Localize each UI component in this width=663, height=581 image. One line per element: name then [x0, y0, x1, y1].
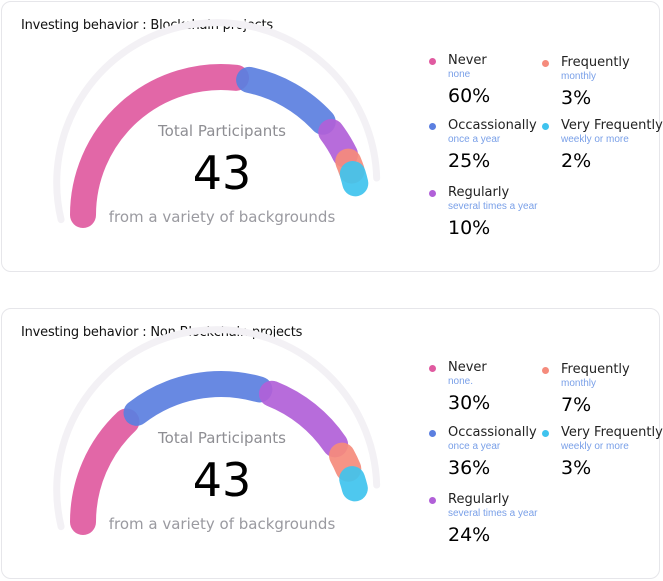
gauge-chart: [53, 19, 381, 228]
gauge-track: [53, 326, 381, 531]
total-participants-label: Total Participants: [158, 429, 286, 447]
legend-dot: [429, 58, 436, 65]
legend-frequency: none: [448, 69, 471, 80]
legend-name: Regularly: [448, 492, 510, 507]
legend-dot: [429, 190, 436, 197]
legend-dot: [542, 430, 549, 437]
legend-value: 24%: [448, 524, 491, 546]
total-participants-value: 43: [192, 146, 252, 200]
legend-value: 7%: [561, 394, 592, 416]
legend-value: 10%: [448, 217, 491, 239]
legend-value: 3%: [561, 457, 592, 479]
gauge-segment-never: [70, 64, 250, 228]
gauge-chart: [53, 326, 381, 535]
legend-frequency: monthly: [561, 378, 597, 389]
legend-frequency: once a year: [448, 441, 501, 452]
legend-frequency: none.: [448, 376, 474, 387]
legend-value: 2%: [561, 150, 592, 172]
legend-value: 3%: [561, 87, 592, 109]
legend-dot: [542, 367, 549, 374]
center-summary: Total Participants 43 from a variety of …: [82, 429, 362, 533]
participants-subtitle: from a variety of backgrounds: [108, 208, 336, 226]
legend-name: Frequently: [561, 362, 630, 377]
participants-subtitle: from a variety of backgrounds: [108, 515, 336, 533]
legend-name: Very Frequently: [561, 425, 663, 440]
legend-name: Occassionally: [448, 425, 537, 440]
gauge-segment-never: [70, 408, 140, 535]
legend-name: Never: [448, 360, 487, 375]
legend-name: Frequently: [561, 55, 630, 70]
legend-value: 30%: [448, 392, 491, 414]
legend-dot: [429, 497, 436, 504]
legend-name: Never: [448, 53, 487, 68]
gauge-track: [53, 19, 381, 224]
legend-name: Very Frequently: [561, 118, 663, 133]
legend-name: Occassionally: [448, 118, 537, 133]
legend-dot: [542, 60, 549, 67]
gauge-segment-very-frequently: [339, 466, 368, 502]
gauge-segment-occasionally: [236, 66, 336, 135]
legend-dot: [542, 123, 549, 130]
legend-value: 36%: [448, 457, 491, 479]
gauge-segment-regularly: [258, 380, 349, 458]
center-summary: Total Participants 43 from a variety of …: [82, 122, 362, 226]
legend-dot: [429, 123, 436, 130]
legend-frequency: monthly: [561, 71, 597, 82]
chart-card-non-blockchain: Investing behavior : Non Blockchain proj…: [1, 308, 663, 579]
gauge-segment-very-frequently: [339, 161, 369, 197]
legend-dot: [429, 365, 436, 372]
legend-frequency: several times a year: [448, 201, 538, 212]
legend-frequency: weekly or more: [561, 441, 629, 452]
total-participants-label: Total Participants: [158, 122, 286, 140]
legend-frequency: once a year: [448, 134, 501, 145]
total-participants-value: 43: [192, 453, 252, 507]
legend-frequency: several times a year: [448, 508, 538, 519]
legend-value: 60%: [448, 85, 491, 107]
gauge-segment-occasionally: [123, 371, 273, 426]
chart-card-blockchain: Investing behavior : Blockchain projects…: [1, 1, 663, 272]
legend-dot: [429, 430, 436, 437]
legend-name: Regularly: [448, 185, 510, 200]
legend-frequency: weekly or more: [561, 134, 629, 145]
legend-value: 25%: [448, 150, 491, 172]
